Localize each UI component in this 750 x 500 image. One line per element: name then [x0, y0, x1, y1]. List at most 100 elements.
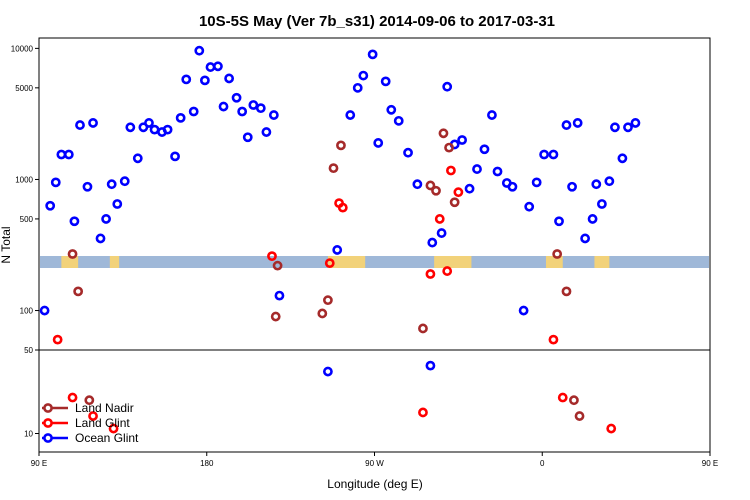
data-point [623, 122, 633, 133]
series-land-glint [52, 165, 617, 434]
data-point [272, 260, 283, 271]
data-point [328, 163, 339, 174]
data-point [580, 233, 591, 244]
data-point [425, 180, 436, 191]
data-point [261, 127, 272, 137]
data-point [524, 201, 535, 212]
data-point [337, 202, 348, 213]
data-point [237, 106, 248, 117]
data-point [446, 165, 456, 176]
data-point [380, 76, 391, 87]
data-point [332, 245, 343, 255]
data-point [255, 103, 266, 114]
data-point [373, 138, 384, 148]
data-point [75, 120, 85, 130]
upper-plot-frame [38, 37, 711, 351]
map-land-patch [109, 256, 120, 268]
data-point [431, 185, 441, 196]
map-land-patch [594, 256, 610, 268]
data-point [56, 149, 67, 160]
data-point [552, 249, 563, 259]
data-point [67, 392, 78, 403]
data-point [479, 144, 490, 155]
data-point [358, 70, 369, 81]
data-point [270, 311, 281, 322]
data-point [323, 295, 333, 306]
data-point [213, 61, 223, 72]
lower-plot-frame [38, 349, 711, 453]
data-point [73, 286, 84, 297]
data-point [112, 199, 123, 209]
data-point [427, 237, 438, 248]
data-point [231, 92, 242, 103]
y-axis: 100 500 1000 5000 10000 10 50 [11, 44, 39, 438]
data-point [170, 151, 180, 162]
data-point [218, 101, 229, 112]
data-point [336, 140, 346, 151]
data-point [487, 110, 497, 120]
legend-marker [43, 403, 53, 413]
data-point [323, 366, 333, 377]
data-point [205, 62, 216, 72]
data-point [317, 308, 328, 319]
data-point [561, 120, 572, 130]
legend-label: Ocean Glint [75, 431, 139, 445]
data-point [453, 187, 464, 198]
data-point [88, 411, 98, 421]
y-tick-label: 5000 [15, 84, 33, 93]
data-point [175, 112, 186, 123]
data-point [88, 118, 98, 128]
data-point [412, 179, 423, 190]
y-tick-label: 10 [24, 429, 33, 438]
map-land-patch [434, 256, 472, 268]
data-point [418, 323, 428, 334]
y-tick-label: 50 [24, 346, 33, 355]
data-point [604, 176, 615, 187]
data-point [82, 181, 93, 192]
data-point [630, 118, 641, 128]
data-point [425, 269, 436, 279]
x-tick-label: 180 [200, 459, 214, 468]
data-point [557, 392, 568, 403]
map-ocean-band [40, 256, 709, 268]
data-point [199, 75, 210, 86]
data-point [50, 177, 61, 188]
map-strip [40, 256, 709, 268]
data-point [438, 128, 449, 139]
data-point [434, 214, 445, 224]
data-point [119, 176, 130, 187]
data-point [617, 153, 628, 164]
series-land-nadir [67, 128, 585, 421]
data-point [45, 200, 56, 211]
legend-marker [43, 418, 53, 428]
data-point [587, 214, 598, 224]
data-point [548, 334, 559, 345]
data-point [442, 81, 453, 92]
y-tick-label: 10000 [11, 44, 34, 53]
data-point [267, 251, 277, 262]
data-point [248, 100, 259, 110]
x-tick-label: 0 [540, 459, 545, 468]
data-point [574, 411, 585, 421]
data-point [149, 124, 160, 135]
data-point [393, 115, 404, 126]
data-point [69, 216, 80, 227]
x-tick-label: 90 E [702, 459, 718, 468]
data-point [569, 395, 579, 406]
map-land-patch [61, 256, 79, 268]
chart-title: 10S-5S May (Ver 7b_s31) 2014-09-06 to 20… [199, 13, 555, 30]
data-point [181, 74, 192, 85]
data-point [188, 106, 199, 117]
data-point [425, 360, 436, 371]
data-point [162, 124, 173, 135]
data-point [108, 423, 119, 434]
data-point [268, 110, 279, 120]
map-land-patch [545, 256, 563, 268]
data-point [596, 199, 607, 209]
data-point [548, 149, 559, 160]
data-point [39, 305, 50, 316]
data-point [144, 118, 154, 128]
x-tick-label: 90 W [365, 459, 384, 468]
